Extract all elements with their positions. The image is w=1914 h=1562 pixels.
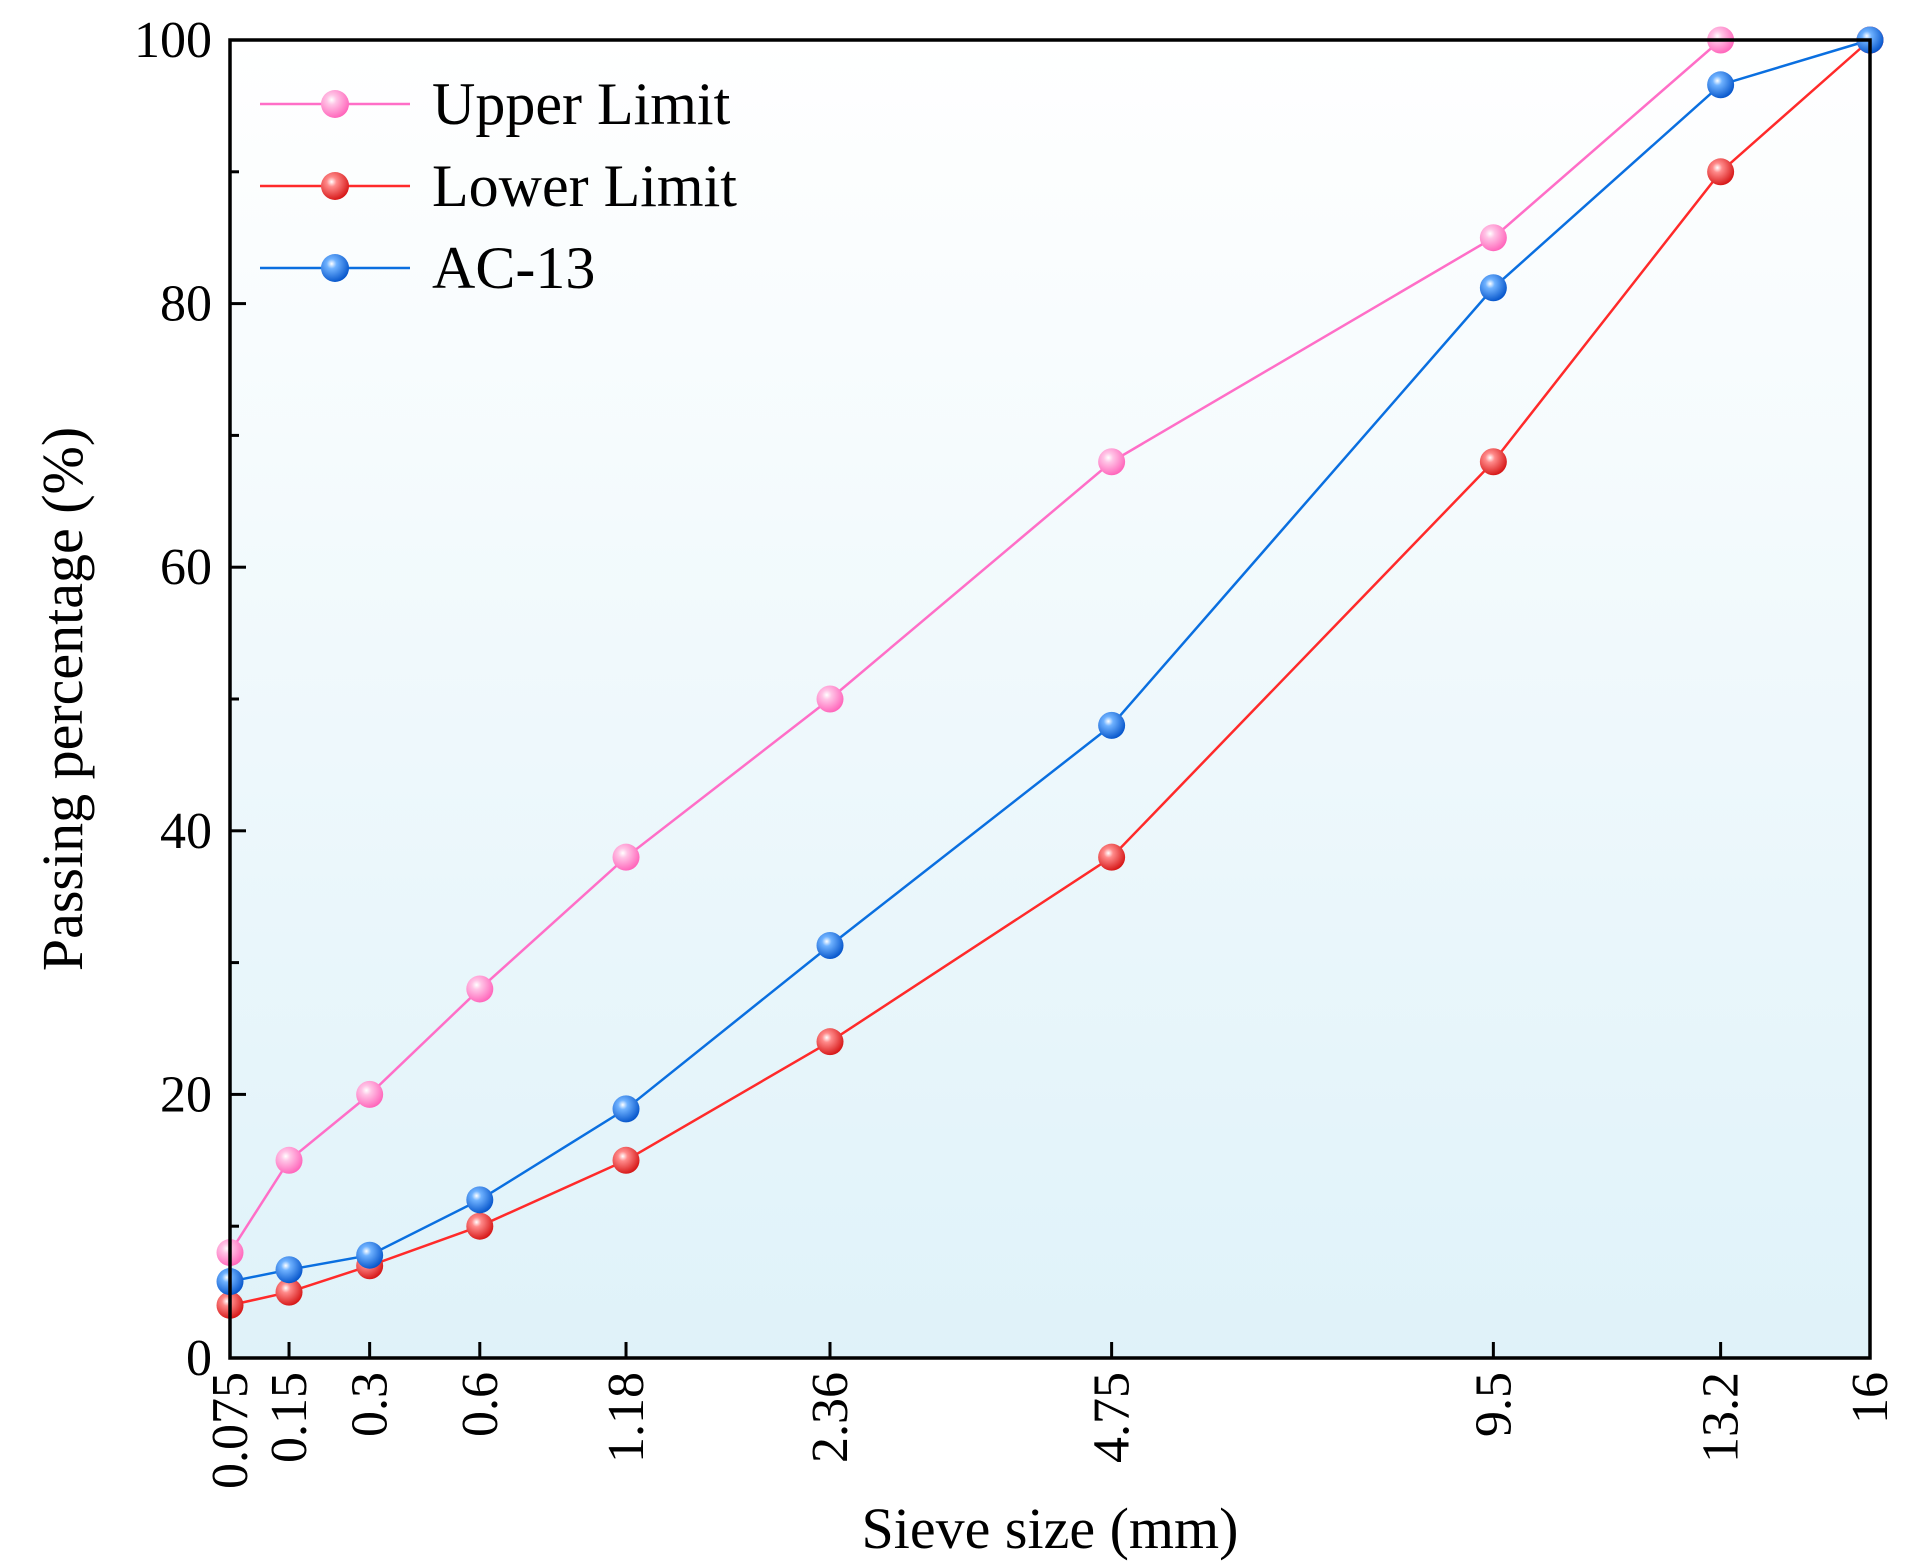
data-point (1707, 71, 1735, 99)
data-point (466, 1186, 494, 1214)
data-point (1098, 711, 1126, 739)
data-point (466, 975, 494, 1003)
series-line (229, 38, 1871, 1283)
x-tick-label: 1.18 (598, 1372, 655, 1463)
x-tick-label: 16 (1842, 1372, 1899, 1424)
legend-marker (321, 90, 349, 118)
data-point (356, 1241, 384, 1269)
legend-marker (321, 254, 349, 282)
y-tick-label: 20 (160, 1066, 212, 1123)
legend: Upper Limit Lower Limit AC-13 (260, 71, 737, 301)
plot-background (230, 40, 1870, 1358)
x-tick-label: 0.3 (342, 1372, 399, 1437)
data-point (1479, 224, 1507, 252)
data-point (612, 843, 640, 871)
x-tick-label: 0.15 (261, 1372, 318, 1463)
data-point (816, 931, 844, 959)
data-point (816, 685, 844, 713)
y-tick-label: 40 (160, 803, 212, 860)
plot-frame (228, 38, 1872, 1360)
series-line (228, 38, 1870, 1254)
data-point (1707, 158, 1735, 186)
data-point (275, 1256, 303, 1284)
y-tick-label: 100 (134, 12, 212, 69)
x-tick-label: 0.6 (452, 1372, 509, 1437)
data-point (275, 1146, 303, 1174)
x-tick-label: 13.2 (1693, 1372, 1750, 1463)
y-tick-label: 60 (160, 539, 212, 596)
data-point (816, 1028, 844, 1056)
x-axis-label: Sieve size (mm) (862, 1496, 1239, 1561)
data-point (612, 1095, 640, 1123)
series-layer (216, 26, 1884, 1319)
data-point (1479, 448, 1507, 476)
legend-label: Upper Limit (432, 71, 731, 137)
series-line (229, 39, 1871, 1307)
x-tick-label: 0.075 (202, 1372, 259, 1489)
tick-layer: 0 20 40 60 80 100 0.075 0.15 0.3 0.6 1.18 2.36 4.75 9… (134, 12, 1899, 1489)
y-tick-label: 80 (160, 276, 212, 333)
legend-label: Lower Limit (432, 153, 737, 219)
y-tick-label: 0 (186, 1330, 212, 1387)
data-point (612, 1146, 640, 1174)
data-point (1098, 843, 1126, 871)
x-tick-label: 4.75 (1084, 1372, 1141, 1463)
data-point (275, 1278, 303, 1306)
data-point (356, 1080, 384, 1108)
y-axis-label: Passing percentage (%) (30, 427, 95, 971)
legend-label: AC-13 (432, 235, 595, 301)
legend-marker (321, 172, 349, 200)
x-tick-label: 2.36 (802, 1372, 859, 1463)
series-ac-13 (216, 26, 1884, 1296)
data-point (1098, 448, 1126, 476)
data-point (1479, 274, 1507, 302)
data-point (466, 1212, 494, 1240)
x-tick-label: 9.5 (1465, 1372, 1522, 1437)
